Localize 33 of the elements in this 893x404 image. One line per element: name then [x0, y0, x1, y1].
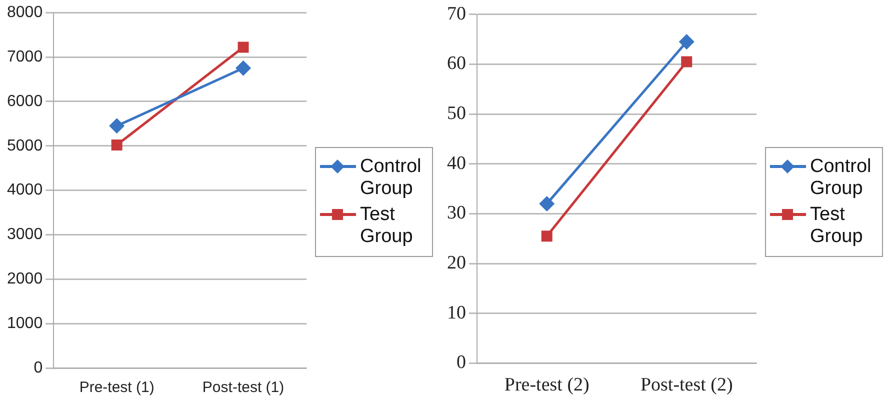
point: [679, 34, 694, 50]
y-tick-label: 2000: [7, 270, 43, 288]
point: [238, 42, 249, 53]
point: [681, 56, 692, 68]
x-tick-label: Pre-test (2): [504, 374, 590, 396]
y-tick-label: 0: [456, 352, 466, 374]
y-tick-label: 4000: [7, 182, 43, 199]
y-tick-label: 3000: [7, 226, 43, 244]
legend-label: Control Group: [810, 156, 872, 200]
y-tick-label: 30: [447, 202, 466, 224]
y-tick-label: 8000: [7, 4, 43, 22]
legend-label: Test Group: [360, 204, 414, 248]
point: [110, 118, 124, 134]
y-tick-label: 40: [447, 152, 466, 174]
point: [111, 139, 122, 150]
point: [541, 230, 552, 242]
x-tick-label: Post-test (1): [202, 379, 284, 396]
point: [540, 196, 554, 211]
y-tick-label: 6000: [7, 92, 43, 110]
x-tick-label: Pre-test (1): [79, 379, 154, 396]
point: [236, 60, 251, 76]
y-tick-label: 5000: [7, 137, 43, 154]
legend-label: Test Group: [810, 204, 864, 248]
y-tick-label: 7000: [7, 48, 43, 66]
legend-label: Control Group: [360, 156, 422, 200]
y-tick-label: 0: [34, 359, 43, 376]
y-tick-label: 70: [447, 3, 466, 24]
y-tick-label: 1000: [7, 314, 43, 332]
x-tick-label: Post-test (2): [640, 374, 733, 396]
y-tick-label: 60: [447, 53, 466, 74]
y-tick-label: 20: [447, 252, 466, 274]
y-tick-label: 10: [447, 302, 466, 324]
y-tick-label: 50: [447, 103, 466, 124]
